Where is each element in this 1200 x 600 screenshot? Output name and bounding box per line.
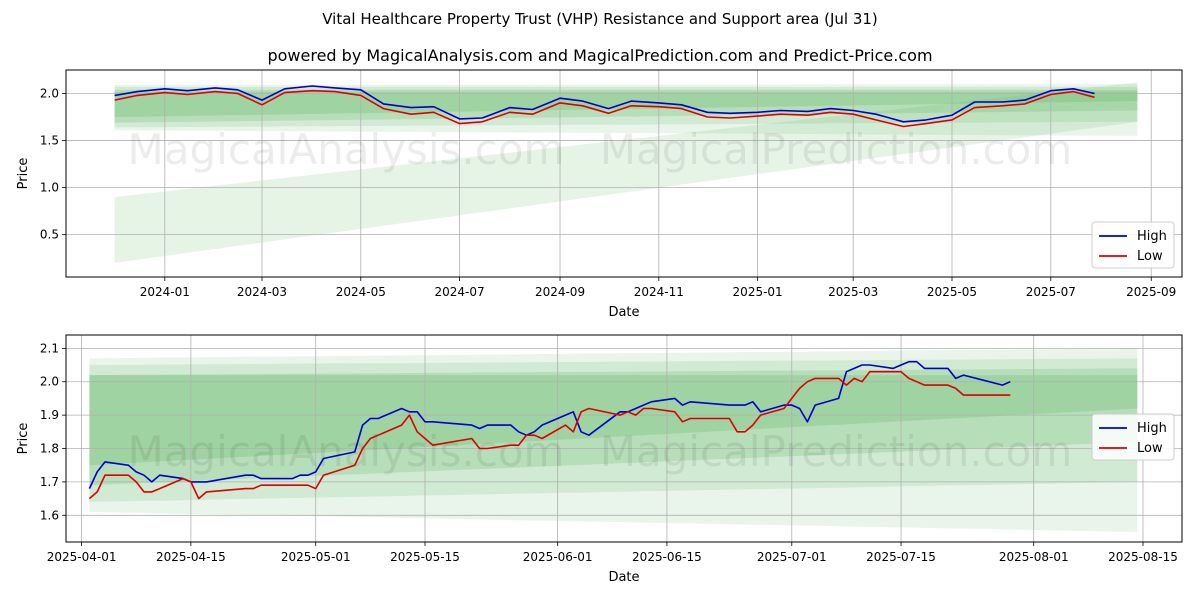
x-tick-label: 2025-05-15 (390, 550, 460, 564)
band-0 (89, 348, 1138, 532)
x-tick-label: 2025-05 (927, 285, 977, 299)
x-tick-label: 2025-07-15 (866, 550, 936, 564)
x-tick-label: 2025-01 (733, 285, 783, 299)
x-tick-label: 2024-09 (535, 285, 585, 299)
x-tick-label: 2025-06-15 (632, 550, 702, 564)
y-tick-label: 2.1 (40, 341, 59, 355)
support-resistance-bands (89, 348, 1138, 532)
band-2 (114, 89, 1138, 123)
x-tick-label: 2024-05 (336, 285, 386, 299)
band-3 (114, 91, 1138, 118)
x-tick-label: 2025-08-15 (1108, 550, 1178, 564)
y-tick-label: 2.0 (40, 375, 59, 389)
y-tick-label: 1.9 (40, 408, 59, 422)
watermark: MagicalAnalysis.com (128, 125, 565, 174)
band-0 (114, 84, 1138, 136)
y-tick-label: 2.0 (40, 87, 59, 101)
legend-label-low: Low (1137, 249, 1163, 264)
legend: High Low (1091, 221, 1175, 269)
legend-label-high: High (1137, 421, 1167, 436)
y-tick-label: 1.7 (40, 475, 59, 489)
x-tick-label: 2025-04-15 (156, 550, 226, 564)
plot-frame (65, 69, 1183, 278)
y-axis-label: Price (16, 423, 31, 455)
chart-subtitle: powered by MagicalAnalysis.com and Magic… (267, 46, 933, 65)
x-tick-label: 2024-03 (237, 285, 287, 299)
x-tick-label: 2025-07-01 (757, 550, 827, 564)
y-tick-label: 1.5 (40, 134, 59, 148)
y-tick-label: 0.5 (40, 228, 59, 242)
series-line-low (114, 89, 1095, 128)
chart-title: Vital Healthcare Property Trust (VHP) Re… (322, 10, 878, 28)
y-tick-label: 1.6 (40, 508, 59, 522)
watermark: MagicalPrediction.com (600, 427, 1073, 476)
grid (62, 335, 1182, 546)
y-tick-label: 1.0 (40, 181, 59, 195)
series-line-low (88, 370, 1011, 500)
series-line-high (88, 360, 1011, 489)
x-tick-label: 2025-03 (828, 285, 878, 299)
x-tick-label: 2025-04-01 (47, 550, 117, 564)
band-4 (114, 82, 1138, 263)
x-tick-label: 2025-08-01 (999, 550, 1069, 564)
x-tick-label: 2024-07 (435, 285, 485, 299)
x-tick-label: 2025-07 (1026, 285, 1076, 299)
x-tick-label: 2025-06-01 (523, 550, 593, 564)
x-tick-label: 2025-09 (1126, 285, 1176, 299)
x-axis-label: Date (608, 305, 639, 320)
legend-label-low: Low (1137, 441, 1163, 456)
x-tick-label: 2025-05-01 (281, 550, 351, 564)
plot-frame (65, 334, 1183, 543)
legend-label-high: High (1137, 229, 1167, 244)
top-chart: 2024-01 2024-03 2024-05 2024-07 2024-09 2024-… (16, 69, 1183, 320)
y-axis-label: Price (16, 158, 31, 190)
legend: High Low (1091, 413, 1175, 461)
band-3 (89, 375, 1138, 466)
band-2 (89, 368, 1138, 486)
watermark: MagicalPrediction.com (600, 125, 1073, 174)
x-tick-label: 2024-11 (634, 285, 684, 299)
y-tick-label: 1.8 (40, 442, 59, 456)
x-tick-label: 2024-01 (140, 285, 190, 299)
bottom-chart: 2025-04-01 2025-04-15 2025-05-01 2025-05-15… (16, 334, 1183, 585)
series-line-high (114, 85, 1095, 123)
x-axis-label: Date (608, 570, 639, 585)
